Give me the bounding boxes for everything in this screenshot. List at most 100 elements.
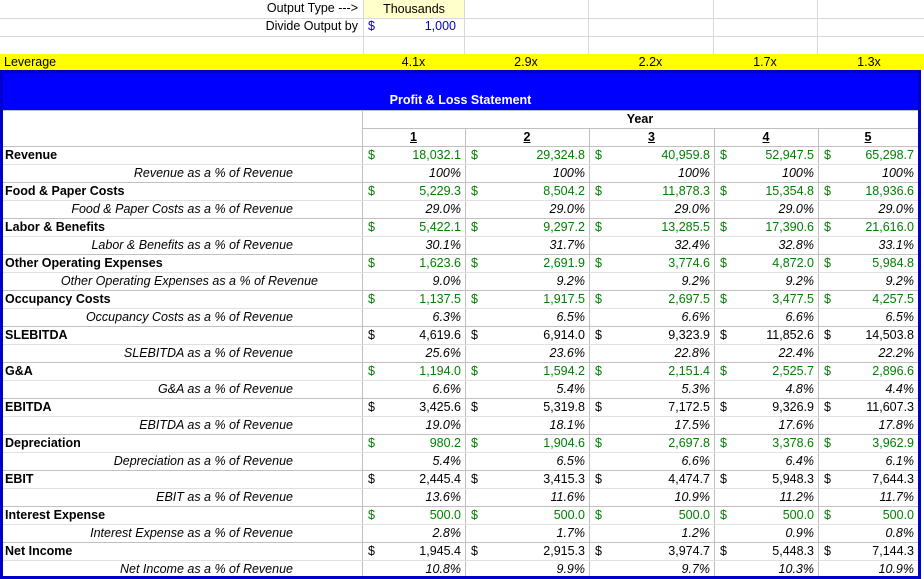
value-cell[interactable]: 500.0 bbox=[429, 508, 461, 522]
value-cell[interactable]: 4,257.5 bbox=[872, 292, 914, 306]
percent-cell[interactable]: 33.1% bbox=[878, 238, 914, 252]
percent-cell[interactable]: 1.7% bbox=[556, 526, 586, 540]
percent-cell[interactable]: 11.2% bbox=[779, 490, 814, 504]
value-cell[interactable]: 13,285.5 bbox=[661, 220, 710, 234]
percent-cell[interactable]: 17.6% bbox=[778, 418, 814, 432]
value-cell[interactable]: 3,974.7 bbox=[668, 544, 710, 558]
percent-cell[interactable]: 9.0% bbox=[432, 274, 462, 288]
percent-cell[interactable]: 9.2% bbox=[885, 274, 915, 288]
value-cell[interactable]: 52,947.5 bbox=[765, 148, 814, 162]
value-cell[interactable]: 17,390.6 bbox=[765, 220, 814, 234]
percent-cell[interactable]: 11.6% bbox=[550, 490, 585, 504]
leverage-value[interactable]: 4.1x bbox=[401, 55, 426, 69]
value-cell[interactable]: 500.0 bbox=[882, 508, 914, 522]
value-cell[interactable]: 1,904.6 bbox=[543, 436, 585, 450]
value-cell[interactable]: 11,852.6 bbox=[766, 328, 814, 342]
value-cell[interactable]: 1,623.6 bbox=[419, 256, 461, 270]
value-cell[interactable]: 2,915.3 bbox=[543, 544, 585, 558]
percent-cell[interactable]: 6.3% bbox=[432, 310, 462, 324]
value-cell[interactable]: 40,959.8 bbox=[661, 148, 710, 162]
percent-cell[interactable]: 32.8% bbox=[778, 238, 814, 252]
value-cell[interactable]: 14,503.8 bbox=[865, 328, 914, 342]
percent-cell[interactable]: 6.6% bbox=[681, 310, 711, 324]
value-cell[interactable]: 15,354.8 bbox=[765, 184, 814, 198]
value-cell[interactable]: 1,137.5 bbox=[419, 292, 461, 306]
value-cell[interactable]: 7,172.5 bbox=[668, 400, 710, 414]
value-cell[interactable]: 4,474.7 bbox=[668, 472, 710, 486]
output-type-cell[interactable]: Thousands bbox=[364, 0, 464, 18]
value-cell[interactable]: 3,962.9 bbox=[872, 436, 914, 450]
percent-cell[interactable]: 25.6% bbox=[425, 346, 461, 360]
value-cell[interactable]: 2,697.5 bbox=[668, 292, 710, 306]
percent-cell[interactable]: 0.8% bbox=[885, 526, 915, 540]
percent-cell[interactable]: 100% bbox=[429, 166, 461, 180]
value-cell[interactable]: 11,607.3 bbox=[866, 400, 914, 414]
percent-cell[interactable]: 6.5% bbox=[885, 310, 915, 324]
value-cell[interactable]: 65,298.7 bbox=[865, 148, 914, 162]
percent-cell[interactable]: 6.1% bbox=[885, 454, 915, 468]
percent-cell[interactable]: 22.4% bbox=[778, 346, 814, 360]
percent-cell[interactable]: 22.2% bbox=[878, 346, 914, 360]
leverage-value[interactable]: 1.7x bbox=[753, 55, 777, 69]
percent-cell[interactable]: 32.4% bbox=[674, 238, 710, 252]
value-cell[interactable]: 2,697.8 bbox=[668, 436, 710, 450]
value-cell[interactable]: 18,032.1 bbox=[412, 148, 461, 162]
percent-cell[interactable]: 6.6% bbox=[785, 310, 815, 324]
value-cell[interactable]: 500.0 bbox=[678, 508, 710, 522]
value-cell[interactable]: 11,878.3 bbox=[662, 184, 710, 198]
value-cell[interactable]: 18,936.6 bbox=[865, 184, 914, 198]
percent-cell[interactable]: 29.0% bbox=[425, 202, 461, 216]
leverage-value[interactable]: 1.3x bbox=[857, 55, 881, 69]
value-cell[interactable]: 980.2 bbox=[429, 436, 461, 450]
value-cell[interactable]: 5,448.3 bbox=[772, 544, 814, 558]
value-cell[interactable]: 9,297.2 bbox=[543, 220, 585, 234]
percent-cell[interactable]: 30.1% bbox=[425, 238, 461, 252]
percent-cell[interactable]: 9.2% bbox=[785, 274, 815, 288]
percent-cell[interactable]: 9.9% bbox=[556, 562, 586, 576]
percent-cell[interactable]: 22.8% bbox=[674, 346, 710, 360]
value-cell[interactable]: 7,144.3 bbox=[872, 544, 914, 558]
value-cell[interactable]: 2,896.6 bbox=[872, 364, 914, 378]
percent-cell[interactable]: 29.0% bbox=[549, 202, 585, 216]
value-cell[interactable]: 3,378.6 bbox=[772, 436, 814, 450]
value-cell[interactable]: 6,914.0 bbox=[543, 328, 585, 342]
percent-cell[interactable]: 100% bbox=[553, 166, 585, 180]
value-cell[interactable]: 3,425.6 bbox=[419, 400, 461, 414]
divide-output-cell[interactable]: 1,000 bbox=[424, 19, 456, 33]
percent-cell[interactable]: 5.4% bbox=[432, 454, 462, 468]
value-cell[interactable]: 4,872.0 bbox=[772, 256, 814, 270]
value-cell[interactable]: 8,504.2 bbox=[543, 184, 585, 198]
percent-cell[interactable]: 6.6% bbox=[432, 382, 462, 396]
value-cell[interactable]: 3,774.6 bbox=[668, 256, 710, 270]
percent-cell[interactable]: 10.3% bbox=[778, 562, 814, 576]
percent-cell[interactable]: 11.7% bbox=[879, 490, 914, 504]
value-cell[interactable]: 4,619.6 bbox=[419, 328, 461, 342]
percent-cell[interactable]: 23.6% bbox=[549, 346, 585, 360]
value-cell[interactable]: 500.0 bbox=[553, 508, 585, 522]
percent-cell[interactable]: 13.6% bbox=[425, 490, 461, 504]
percent-cell[interactable]: 17.8% bbox=[878, 418, 914, 432]
value-cell[interactable]: 7,644.3 bbox=[872, 472, 914, 486]
value-cell[interactable]: 2,525.7 bbox=[772, 364, 814, 378]
leverage-value[interactable]: 2.2x bbox=[638, 55, 663, 69]
percent-cell[interactable]: 17.5% bbox=[674, 418, 710, 432]
percent-cell[interactable]: 29.0% bbox=[878, 202, 914, 216]
value-cell[interactable]: 5,319.8 bbox=[543, 400, 585, 414]
percent-cell[interactable]: 4.4% bbox=[885, 382, 915, 396]
percent-cell[interactable]: 100% bbox=[678, 166, 710, 180]
percent-cell[interactable]: 9.7% bbox=[681, 562, 711, 576]
value-cell[interactable]: 2,151.4 bbox=[668, 364, 710, 378]
value-cell[interactable]: 1,194.0 bbox=[419, 364, 461, 378]
percent-cell[interactable]: 10.9% bbox=[878, 562, 914, 576]
percent-cell[interactable]: 6.4% bbox=[785, 454, 815, 468]
percent-cell[interactable]: 5.4% bbox=[556, 382, 586, 396]
percent-cell[interactable]: 1.2% bbox=[681, 526, 711, 540]
value-cell[interactable]: 500.0 bbox=[782, 508, 814, 522]
leverage-value[interactable]: 2.9x bbox=[514, 55, 538, 69]
value-cell[interactable]: 5,984.8 bbox=[872, 256, 914, 270]
value-cell[interactable]: 2,445.4 bbox=[419, 472, 461, 486]
value-cell[interactable]: 1,917.5 bbox=[543, 292, 585, 306]
percent-cell[interactable]: 6.5% bbox=[556, 454, 586, 468]
value-cell[interactable]: 5,229.3 bbox=[419, 184, 461, 198]
percent-cell[interactable]: 10.9% bbox=[674, 490, 710, 504]
